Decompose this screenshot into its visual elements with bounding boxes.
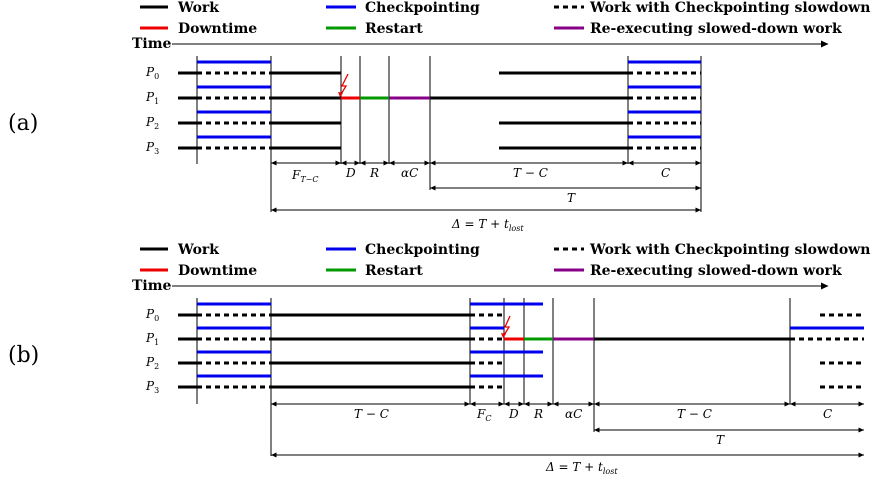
legend-downtime-label: Downtime [178, 263, 257, 279]
legend-restart-label: Restart [365, 21, 423, 37]
time-axis-label-b: Time [132, 278, 172, 294]
period-label-t-b: T [716, 433, 725, 447]
processor-label-p1-b: P1 [145, 331, 159, 347]
processor-label-p0-a: P0 [145, 65, 159, 81]
interval-label-r-a: R [369, 166, 379, 180]
processor-label-p3-a: P3 [145, 140, 159, 156]
processor-p0-timeline-a [178, 60, 701, 75]
vertical-markers-a [196, 56, 702, 212]
processor-label-p0-b: P0 [145, 307, 159, 323]
legend-a: Work Checkpointing Work with Checkpointi… [140, 0, 870, 37]
interval-label-t-minus-c-1-b: T − C [354, 407, 389, 421]
panel-label-b: (b) [8, 343, 39, 368]
failure-bolt-icon-a [339, 73, 349, 97]
processor-p3-timeline-b [178, 374, 864, 389]
legend-checkpointing-label: Checkpointing [365, 0, 480, 16]
interval-label-t-minus-c-2-b: T − C [677, 407, 712, 421]
failure-bolt-icon-b [502, 315, 511, 338]
interval-label-d-b: D [508, 407, 519, 421]
delta-label-b: Δ = T + tlost [545, 460, 618, 476]
processor-p2-timeline-a [178, 110, 701, 125]
processor-label-p1-a: P1 [145, 90, 159, 106]
processor-p2-timeline-b [178, 350, 864, 365]
interval-arrows-a [271, 160, 701, 213]
panel-a: Work Checkpointing Work with Checkpointi… [8, 0, 870, 233]
processor-p3-timeline-a [178, 135, 701, 150]
interval-label-f-t-c-a: FT−C [291, 168, 319, 184]
panel-b: Work Checkpointing Work with Checkpointi… [8, 242, 870, 476]
interval-label-r-b: R [533, 407, 543, 421]
interval-label-alpha-c-a: αC [401, 166, 418, 180]
interval-label-f-c-b: FC [476, 407, 491, 423]
interval-label-d-a: D [345, 166, 356, 180]
legend-reexec-label: Re-executing slowed-down work [590, 263, 842, 279]
interval-label-c-a: C [661, 166, 670, 180]
interval-label-c-b: C [823, 407, 832, 421]
interval-label-t-minus-c-a: T − C [513, 166, 548, 180]
interval-arrows-b [271, 401, 864, 458]
processor-p1-timeline-a [178, 85, 701, 100]
processor-label-p2-b: P2 [145, 355, 159, 371]
processor-p1-timeline-b [178, 326, 864, 341]
interval-label-alpha-c-b: αC [565, 407, 582, 421]
processor-p0-timeline-b [178, 302, 864, 317]
legend-work-label: Work [177, 0, 219, 16]
legend-slowdown-label: Work with Checkpointing slowdown [589, 0, 870, 16]
legend-b: Work Checkpointing Work with Checkpointi… [140, 242, 870, 279]
time-axis-label-a: Time [132, 36, 172, 52]
legend-slowdown-label: Work with Checkpointing slowdown [589, 242, 870, 258]
delta-label-a: Δ = T + tlost [451, 217, 524, 233]
period-label-t-a: T [567, 191, 576, 205]
legend-reexec-label: Re-executing slowed-down work [590, 21, 842, 37]
panel-label-a: (a) [8, 111, 38, 136]
processor-label-p2-a: P2 [145, 115, 159, 131]
legend-downtime-label: Downtime [178, 21, 257, 37]
legend-restart-label: Restart [365, 263, 423, 279]
legend-checkpointing-label: Checkpointing [365, 242, 480, 258]
legend-work-label: Work [177, 242, 219, 258]
processor-label-p3-b: P3 [145, 379, 159, 395]
